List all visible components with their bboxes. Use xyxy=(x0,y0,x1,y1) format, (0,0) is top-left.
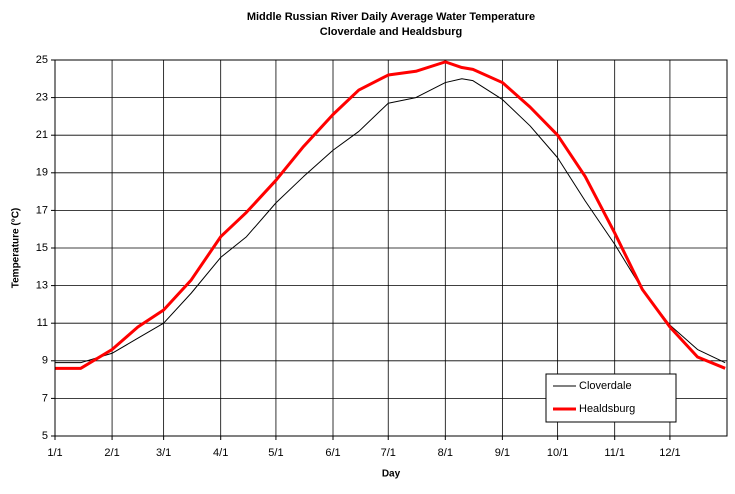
plot-frame xyxy=(54,59,728,437)
chart-subtitle: Cloverdale and Healdsburg xyxy=(320,26,462,38)
chart-title: Middle Russian River Daily Average Water… xyxy=(247,11,535,23)
x-tick-label: 1/1 xyxy=(47,447,62,459)
y-tick-label: 11 xyxy=(37,317,48,329)
y-tick-label: 15 xyxy=(36,242,48,254)
x-tick-label: 4/1 xyxy=(213,447,228,459)
x-axis-label: Day xyxy=(382,469,401,480)
y-tick-label: 13 xyxy=(36,280,48,292)
y-tick-label: 19 xyxy=(36,167,48,179)
y-tick-label: 5 xyxy=(42,430,48,442)
series-line xyxy=(55,78,726,364)
x-tick-label: 12/1 xyxy=(659,447,680,459)
x-tick-label: 8/1 xyxy=(438,447,453,459)
legend xyxy=(545,373,677,423)
x-tick-label: 9/1 xyxy=(495,447,510,459)
x-tick-label: 3/1 xyxy=(156,447,171,459)
y-tick-label: 21 xyxy=(36,129,48,141)
y-axis-label: Temperature (°C) xyxy=(11,208,22,289)
series-line xyxy=(55,60,726,370)
x-tick-label: 11/1 xyxy=(604,447,625,459)
y-tick-label: 17 xyxy=(36,204,48,216)
x-tick-label: 6/1 xyxy=(325,447,340,459)
x-tick-label: 10/1 xyxy=(547,447,568,459)
legend-label: Cloverdale xyxy=(579,380,632,392)
legend-label: Healdsburg xyxy=(579,403,635,415)
y-tick-label: 9 xyxy=(42,355,48,367)
x-tick-label: 2/1 xyxy=(104,447,119,459)
y-tick-label: 7 xyxy=(42,392,48,404)
x-tick-label: 5/1 xyxy=(268,447,283,459)
y-tick-label: 23 xyxy=(36,92,48,104)
x-tick-label: 7/1 xyxy=(381,447,396,459)
y-tick-label: 25 xyxy=(36,54,48,66)
